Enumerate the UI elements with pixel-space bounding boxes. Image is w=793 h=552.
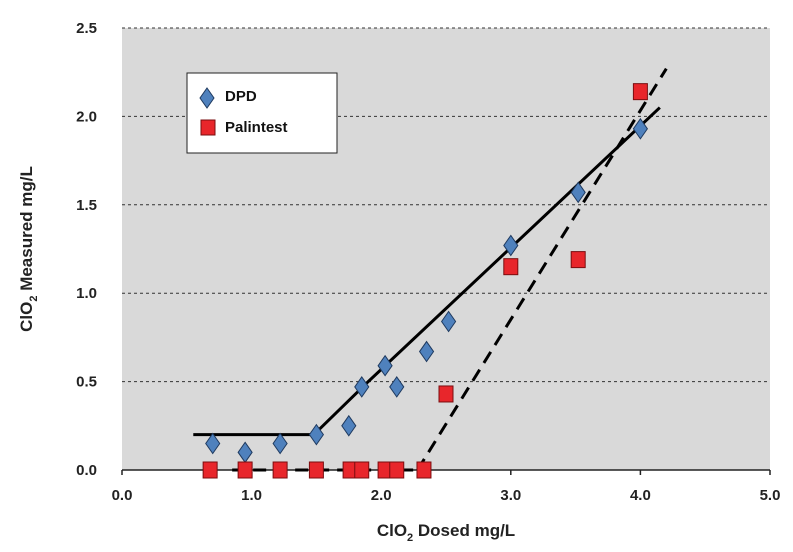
dpd-point xyxy=(341,414,357,437)
dpd-point xyxy=(440,310,457,333)
palintest-point xyxy=(308,461,324,479)
dpd-point xyxy=(308,423,325,446)
y-tick-label: 2.0 xyxy=(76,108,97,125)
dpd-point xyxy=(354,376,370,398)
dpd-point xyxy=(272,432,288,455)
x-axis-title-subscript: 2 xyxy=(407,532,413,544)
x-axis-title-part: Dosed mg/L xyxy=(413,521,515,540)
y-axis-title-subscript: 2 xyxy=(28,296,40,302)
x-axis-title: ClO2 Dosed mg/L xyxy=(377,521,515,544)
palintest-point xyxy=(237,461,253,479)
legend-palintest-label: Palintest xyxy=(225,119,288,136)
y-axis-title-part: Measured mg/L xyxy=(17,166,36,295)
palintest-point xyxy=(272,461,288,479)
x-tick-label: 1.0 xyxy=(241,487,262,504)
dpd-point xyxy=(570,181,586,204)
y-tick-label: 0.0 xyxy=(76,462,97,479)
y-axis-title-part: ClO xyxy=(17,302,36,332)
palintest-point xyxy=(202,461,218,479)
y-tick-label: 2.5 xyxy=(76,20,97,37)
dpd-point xyxy=(632,117,649,140)
y-axis-title: ClO2 Measured mg/L xyxy=(17,166,40,332)
palintest-point xyxy=(438,385,454,403)
palintest-point xyxy=(632,83,648,101)
legend-palintest-marker xyxy=(200,119,216,136)
y-tick-label: 1.0 xyxy=(76,285,97,302)
legend-box xyxy=(186,72,338,154)
legend-dpd-label: DPD xyxy=(225,88,257,105)
x-tick-label: 5.0 xyxy=(760,487,781,504)
axis-ticks: 0.0 1.0 2.0 3.0 4.0 5.0 0.0 0.5 1.0 1.5 2.0 2.5 xyxy=(76,20,780,504)
trend-line-palintest-dashed xyxy=(416,67,668,471)
dpd-point xyxy=(418,340,435,363)
palintest-point xyxy=(416,461,432,479)
palintest-point xyxy=(570,251,586,269)
dpd-point xyxy=(503,234,519,257)
data-points xyxy=(202,83,649,479)
legend: DPD Palintest xyxy=(186,72,338,154)
x-tick-label: 4.0 xyxy=(630,487,651,504)
palintest-point xyxy=(354,461,370,479)
x-tick-label: 0.0 xyxy=(112,487,133,504)
dpd-point xyxy=(205,432,221,455)
x-axis-title-part: ClO xyxy=(377,521,407,540)
dpd-point xyxy=(377,354,393,377)
palintest-point xyxy=(503,258,519,276)
dpd-point xyxy=(389,376,405,398)
palintest-point xyxy=(389,461,405,479)
y-tick-label: 0.5 xyxy=(76,374,97,391)
y-tick-label: 1.5 xyxy=(76,197,97,214)
legend-dpd-marker xyxy=(199,87,215,109)
x-tick-label: 2.0 xyxy=(371,487,392,504)
x-tick-label: 3.0 xyxy=(500,487,521,504)
